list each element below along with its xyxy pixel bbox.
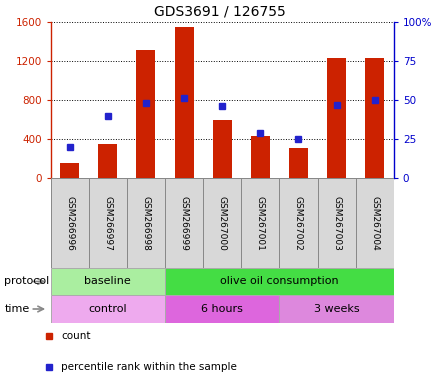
- Text: 3 weeks: 3 weeks: [314, 304, 359, 314]
- Bar: [98, 144, 117, 178]
- Bar: [213, 121, 232, 178]
- Text: GSM267001: GSM267001: [256, 195, 265, 250]
- Text: GSM267004: GSM267004: [370, 195, 379, 250]
- Text: GDS3691 / 126755: GDS3691 / 126755: [154, 4, 286, 18]
- Text: protocol: protocol: [4, 276, 50, 286]
- Bar: [203, 178, 241, 268]
- Bar: [175, 27, 194, 178]
- Bar: [279, 295, 394, 323]
- Bar: [279, 178, 318, 268]
- Bar: [327, 58, 346, 178]
- Text: 6 hours: 6 hours: [201, 304, 243, 314]
- Text: GSM266998: GSM266998: [141, 195, 150, 250]
- Bar: [51, 178, 89, 268]
- Text: GSM266997: GSM266997: [103, 195, 112, 250]
- Text: baseline: baseline: [84, 276, 131, 286]
- Text: GSM266996: GSM266996: [65, 195, 74, 250]
- Text: olive oil consumption: olive oil consumption: [220, 276, 339, 286]
- Text: GSM267000: GSM267000: [218, 195, 227, 250]
- Bar: [165, 178, 203, 268]
- Bar: [165, 268, 394, 295]
- Bar: [60, 163, 79, 178]
- Text: GSM267002: GSM267002: [294, 195, 303, 250]
- Bar: [89, 178, 127, 268]
- Text: time: time: [4, 304, 29, 314]
- Bar: [51, 295, 165, 323]
- Bar: [289, 148, 308, 178]
- Text: count: count: [61, 331, 91, 341]
- Text: GSM267003: GSM267003: [332, 195, 341, 250]
- Bar: [318, 178, 356, 268]
- Text: percentile rank within the sample: percentile rank within the sample: [61, 362, 237, 372]
- Bar: [127, 178, 165, 268]
- Text: control: control: [88, 304, 127, 314]
- Bar: [365, 58, 384, 178]
- Text: GSM266999: GSM266999: [180, 195, 189, 250]
- Bar: [356, 178, 394, 268]
- Bar: [165, 295, 279, 323]
- Bar: [136, 50, 155, 178]
- Bar: [51, 268, 165, 295]
- Bar: [251, 136, 270, 178]
- Bar: [241, 178, 279, 268]
